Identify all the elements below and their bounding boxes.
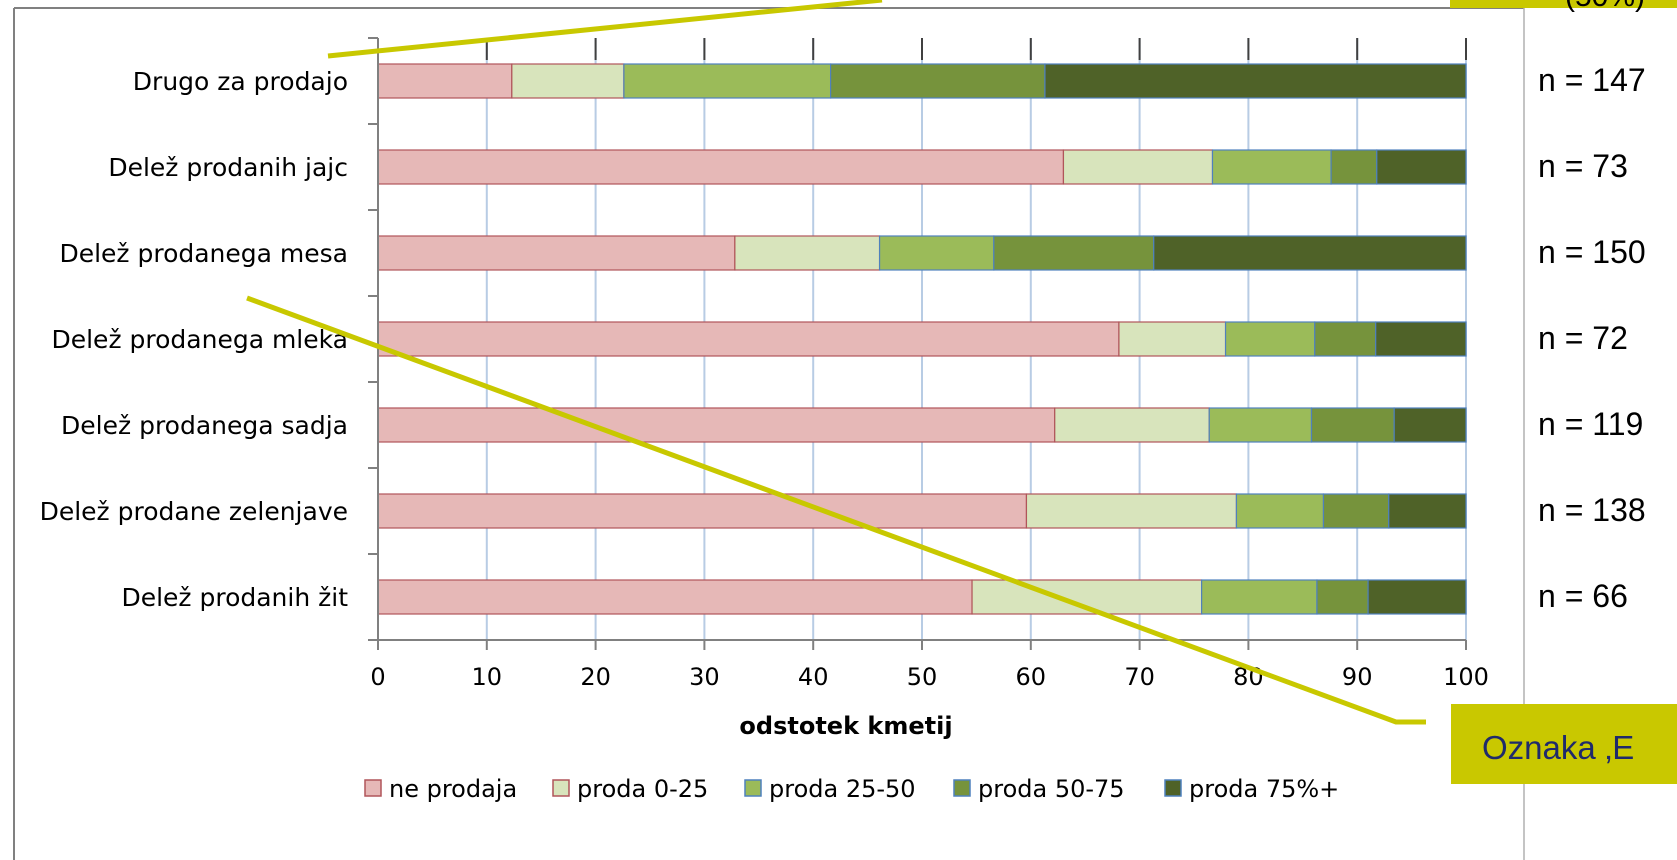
bar-segment: [511, 63, 625, 99]
legend-label: proda 25-50: [769, 775, 916, 803]
bar-segment: [1118, 321, 1227, 357]
x-axis-title: odstotek kmetij: [739, 712, 952, 740]
legend-label: proda 50-75: [978, 775, 1125, 803]
bar-segment: [1224, 321, 1316, 357]
bar-segment: [734, 235, 881, 271]
category-label: Delež prodanega mesa: [59, 239, 348, 268]
bar-segment: [1310, 407, 1395, 443]
bar-segment: [1376, 149, 1467, 185]
callout-bottom: Oznaka ‚E: [1451, 704, 1677, 784]
n-label: n = 119: [1538, 406, 1643, 442]
callout-bottom-text: Oznaka ‚E: [1482, 729, 1634, 766]
category-label: Delež prodanega mleka: [51, 325, 348, 354]
n-label: n = 66: [1538, 578, 1628, 614]
bar-segment: [1208, 407, 1313, 443]
bar-segment: [1044, 63, 1467, 99]
legend-label: ne prodaja: [389, 775, 517, 803]
bar-segment: [1153, 235, 1467, 271]
bar-segment: [1330, 149, 1378, 185]
bar-segment: [1367, 579, 1467, 615]
bar-segment: [377, 63, 513, 99]
bar-segment: [377, 493, 1028, 529]
bar-segment: [1201, 579, 1318, 615]
bar-segment: [1314, 321, 1377, 357]
category-label: Drugo za prodajo: [133, 67, 348, 96]
x-tick-label: 70: [1124, 663, 1155, 691]
legend-swatch: [552, 779, 570, 797]
bar-segment: [377, 579, 973, 615]
category-label: Delež prodane zelenjave: [40, 497, 348, 526]
n-label: n = 72: [1538, 320, 1628, 356]
n-label: n = 73: [1538, 148, 1628, 184]
bar-segment: [1375, 321, 1467, 357]
x-tick-label: 30: [689, 663, 720, 691]
bar-segment: [377, 235, 736, 271]
n-label: n = 138: [1538, 492, 1646, 528]
bar-segment: [1316, 579, 1369, 615]
x-tick-label: 0: [370, 663, 385, 691]
bar-segment: [993, 235, 1155, 271]
callout-top: (50%): [1450, 0, 1677, 13]
sample-size-labels: n = 147 n = 73 n = 150 n = 72 n = 119 n = 138…: [1538, 62, 1646, 614]
legend-label: proda 75%+: [1189, 775, 1339, 803]
bar-segment: [1388, 493, 1467, 529]
bar-segment: [377, 407, 1056, 443]
x-tick-label: 10: [472, 663, 503, 691]
bar-segment: [1054, 407, 1210, 443]
bar-segment: [377, 149, 1065, 185]
legend-label: proda 0-25: [577, 775, 708, 803]
category-label: Delež prodanih jajc: [108, 153, 348, 182]
legend-swatch: [1164, 779, 1182, 797]
legend-swatch: [953, 779, 971, 797]
bar-segment: [1393, 407, 1467, 443]
legend-swatch: [364, 779, 382, 797]
axes: 0 10 20 30 40 50 60 70 80 90 100: [368, 37, 1489, 691]
category-label: Delež prodanega sadja: [61, 411, 348, 440]
bar-segment: [1322, 493, 1390, 529]
x-tick-label: 60: [1016, 663, 1047, 691]
bar-segment: [1211, 149, 1332, 185]
x-tick-label: 20: [580, 663, 611, 691]
callout-pointer-bottom: [246, 295, 1426, 725]
n-label: n = 147: [1538, 62, 1646, 98]
callout-top-box: [1450, 0, 1677, 8]
category-label: Delež prodanih žit: [121, 583, 348, 612]
x-tick-label: 90: [1342, 663, 1373, 691]
x-tick-label: 40: [798, 663, 829, 691]
bar-segment: [1062, 149, 1214, 185]
legend-swatch: [744, 779, 762, 797]
callout-bottom-box: [1451, 704, 1677, 784]
callout-pointer-top: [327, 0, 883, 59]
n-label: n = 150: [1538, 234, 1646, 270]
bar-segment: [878, 235, 995, 271]
bar-segment: [1025, 493, 1238, 529]
x-tick-label: 100: [1443, 663, 1489, 691]
bar-segment: [1235, 493, 1325, 529]
bar-segment: [377, 321, 1120, 357]
callout-top-text: (50%): [1565, 0, 1645, 13]
bar-segment: [830, 63, 1046, 99]
x-tick-label: 50: [907, 663, 938, 691]
legend: ne prodaja proda 0-25 proda 25-50 proda 50-…: [364, 775, 1339, 803]
bar-segment: [623, 63, 832, 99]
labels: Drugo za prodajo Delež prodanih jajc Delež…: [40, 67, 349, 612]
bars: [377, 63, 1467, 615]
